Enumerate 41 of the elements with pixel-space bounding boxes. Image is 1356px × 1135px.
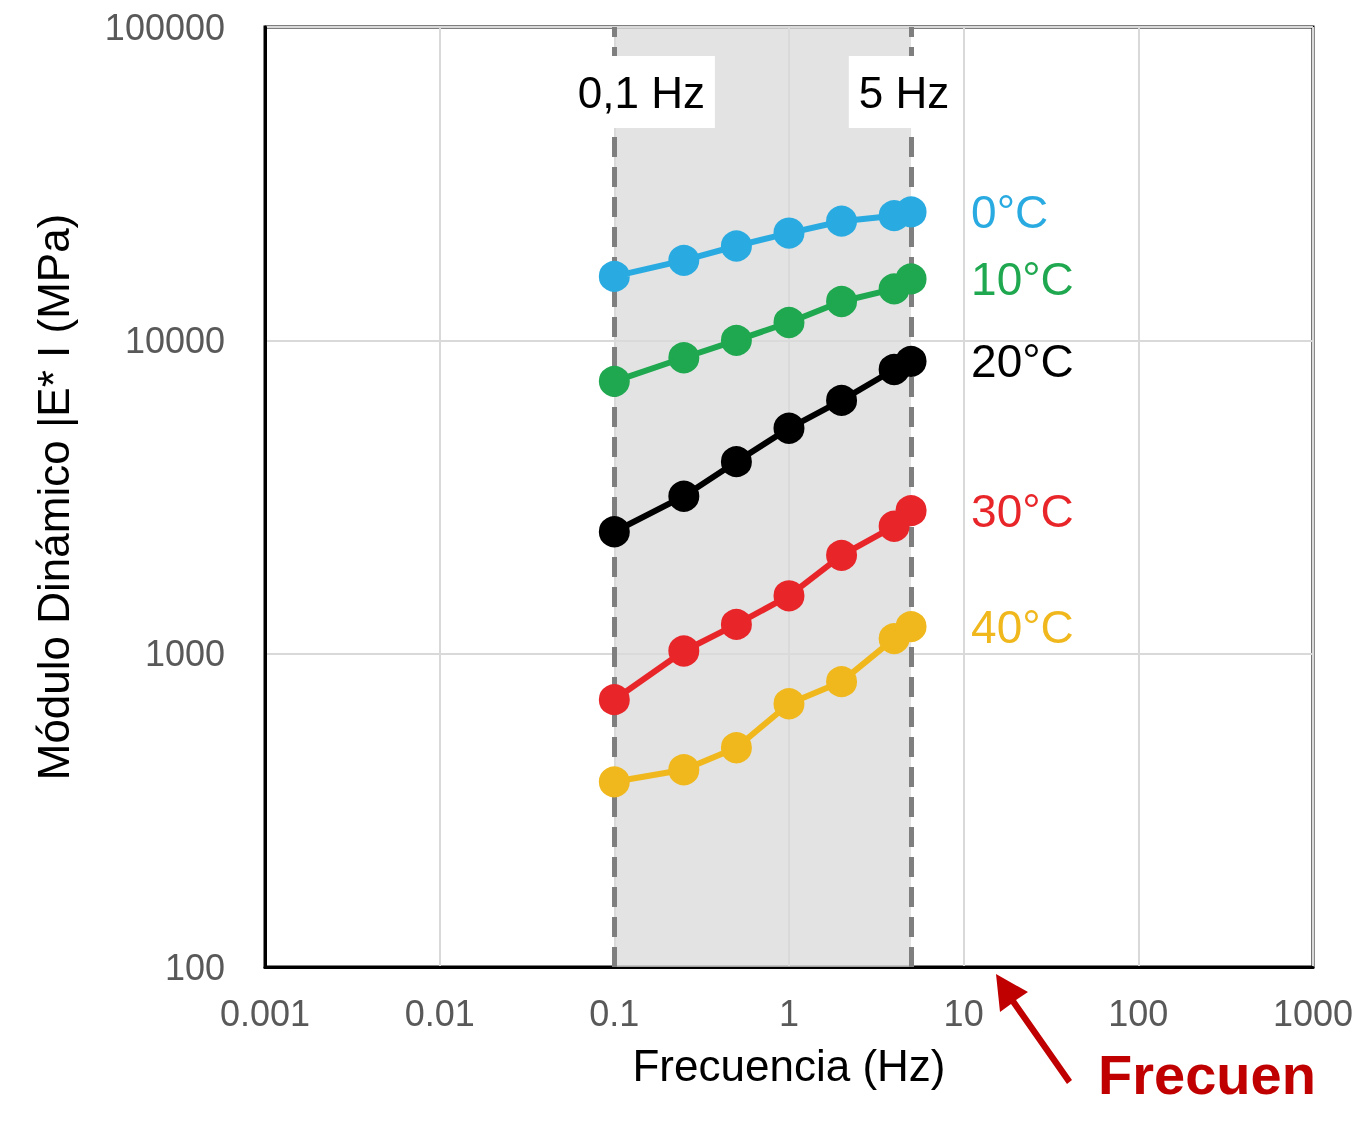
y-axis-title: Módulo Dinámico |E* I (MPa) [28, 213, 78, 781]
point [668, 244, 700, 276]
point [826, 384, 858, 416]
x-tick-label: 0.1 [589, 992, 640, 1034]
series-label: 20°C [971, 335, 1074, 388]
point [826, 286, 858, 318]
x-tick-label: 0.01 [404, 992, 475, 1034]
point [773, 217, 805, 249]
series-label: 0°C [971, 185, 1049, 238]
x-axis-title: Frecuencia (Hz) [632, 1040, 946, 1090]
x-tick-label: 100 [1108, 992, 1169, 1034]
ref-line-label: 0,1 Hz [577, 67, 705, 117]
y-tick-label: 1000 [144, 633, 225, 675]
ref-line-label: 5 Hz [858, 67, 950, 117]
y-tick-label: 100 [164, 946, 225, 988]
point [720, 732, 752, 764]
series-label: 40°C [971, 600, 1074, 653]
x-tick-label: 1 [778, 992, 799, 1034]
point [773, 580, 805, 612]
series-label: 10°C [971, 252, 1074, 305]
point [773, 688, 805, 720]
x-tick-label: 1000 [1272, 992, 1353, 1034]
point [668, 480, 700, 512]
point [826, 539, 858, 571]
point [826, 205, 858, 237]
series-label: 30°C [971, 484, 1074, 537]
point [668, 342, 700, 374]
point [720, 446, 752, 478]
point [668, 635, 700, 667]
point [773, 307, 805, 338]
y-tick-label: 100000 [104, 6, 225, 48]
x-tick-label: 0.001 [219, 992, 311, 1034]
point [720, 324, 752, 356]
x-tick-label: 10 [943, 992, 984, 1034]
point [720, 230, 752, 262]
point [826, 666, 858, 698]
point [668, 754, 700, 786]
y-tick-label: 10000 [124, 319, 225, 361]
point [773, 412, 805, 444]
point [720, 608, 752, 640]
text: Frecuen [1098, 1042, 1316, 1107]
